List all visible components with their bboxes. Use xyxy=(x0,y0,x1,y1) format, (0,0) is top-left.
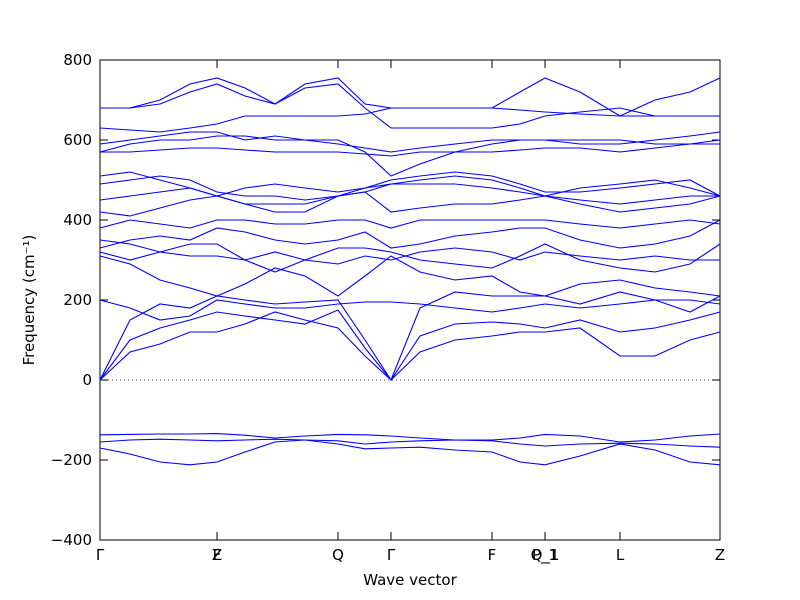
x-tick-label: Γ xyxy=(96,546,105,564)
band-line xyxy=(99,243,721,273)
x-tick-label: Z xyxy=(212,546,222,564)
x-tick-label: Q xyxy=(332,546,344,564)
x-axis-label: Wave vector xyxy=(363,571,457,589)
band-line xyxy=(99,438,721,448)
y-axis-label: Frequency (cm⁻¹) xyxy=(20,235,38,366)
y-tick-label: 600 xyxy=(63,131,92,149)
band-line xyxy=(99,131,721,177)
y-tick-label: 800 xyxy=(63,51,92,69)
y-tick-label: −200 xyxy=(51,451,92,469)
band-line xyxy=(99,175,721,201)
band-line xyxy=(99,219,721,249)
x-tick-label: Q_1 xyxy=(531,546,560,565)
band-line xyxy=(99,311,721,381)
y-tick-label: −400 xyxy=(51,531,92,549)
y-tick-label: 400 xyxy=(63,211,92,229)
band-line xyxy=(99,299,721,321)
x-tick-label: Γ xyxy=(387,546,396,564)
band-line xyxy=(99,191,721,217)
band-line xyxy=(99,255,721,297)
x-tick-label: F xyxy=(488,546,497,564)
x-tick-label: L xyxy=(616,546,625,564)
band-line xyxy=(99,171,720,205)
band-line xyxy=(100,77,721,117)
band-line xyxy=(99,309,721,381)
y-tick-label: 200 xyxy=(63,291,92,309)
x-tick-label: P_1 xyxy=(532,546,558,565)
band-line xyxy=(99,291,721,382)
x-tick-label: Z xyxy=(715,546,725,564)
band-line xyxy=(99,239,720,265)
band-line xyxy=(99,439,721,466)
band-line xyxy=(99,219,721,229)
x-tick-label: F xyxy=(213,546,222,564)
band-line xyxy=(100,139,721,157)
band-line xyxy=(99,433,721,443)
band-line xyxy=(100,83,720,129)
band-line xyxy=(99,135,720,153)
y-tick-label: 0 xyxy=(82,371,92,389)
band-line xyxy=(99,171,721,201)
